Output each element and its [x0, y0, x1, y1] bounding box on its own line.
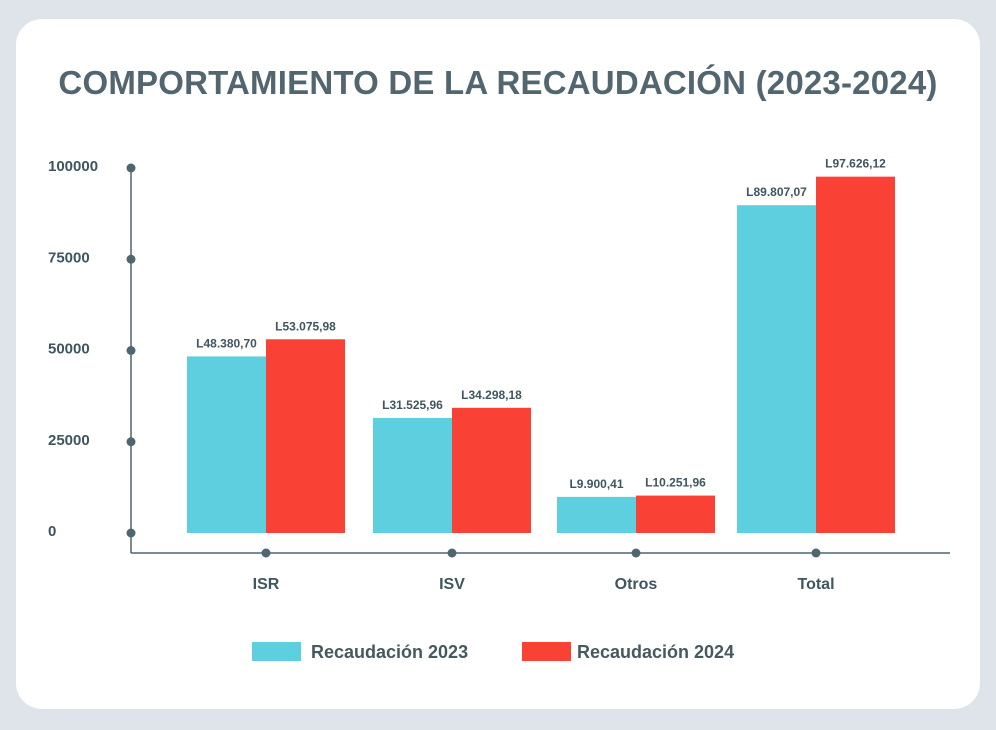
category-label: ISV	[439, 576, 465, 593]
data-label: L31.525,96	[382, 398, 443, 412]
bar-isr-2	[266, 339, 345, 533]
data-label: L53.075,98	[275, 319, 336, 333]
y-tick-label: 50000	[48, 341, 90, 358]
y-tick-label: 0	[48, 523, 56, 540]
y-tick-label: 75000	[48, 249, 90, 266]
legend-label: Recaudación 2024	[577, 642, 734, 662]
category-label: Total	[797, 576, 834, 593]
data-label: L89.807,07	[746, 185, 807, 199]
x-tick-marker	[631, 548, 641, 558]
y-tick-marker	[126, 163, 136, 173]
legend-swatch	[522, 642, 571, 661]
chart-title: COMPORTAMIENTO DE LA RECAUDACIÓN (2023-2…	[58, 64, 938, 101]
y-tick-marker	[126, 437, 136, 447]
x-tick-marker	[811, 548, 821, 558]
data-label: L48.380,70	[196, 336, 257, 350]
data-label: L97.626,12	[825, 157, 886, 171]
y-tick-label: 100000	[48, 158, 98, 175]
category-label: Otros	[615, 576, 658, 593]
data-label: L10.251,96	[645, 476, 706, 490]
bar-isv-1	[373, 417, 452, 533]
x-tick-marker	[447, 548, 457, 558]
legend-swatch	[252, 642, 301, 661]
bar-isv-2	[452, 407, 531, 533]
bar-otros-2	[636, 495, 715, 533]
bar-isr-1	[187, 356, 266, 533]
y-tick-marker	[126, 528, 136, 538]
bar-total-1	[737, 205, 816, 533]
category-label: ISR	[253, 576, 280, 593]
data-label: L34.298,18	[461, 388, 522, 402]
legend-label: Recaudación 2023	[311, 642, 468, 662]
y-tick-label: 25000	[48, 432, 90, 449]
bar-otros-1	[557, 496, 636, 533]
data-label: L9.900,41	[569, 477, 623, 491]
y-tick-marker	[126, 346, 136, 355]
bar-total-2	[816, 176, 895, 533]
y-tick-marker	[126, 254, 136, 264]
x-tick-marker	[261, 548, 271, 558]
